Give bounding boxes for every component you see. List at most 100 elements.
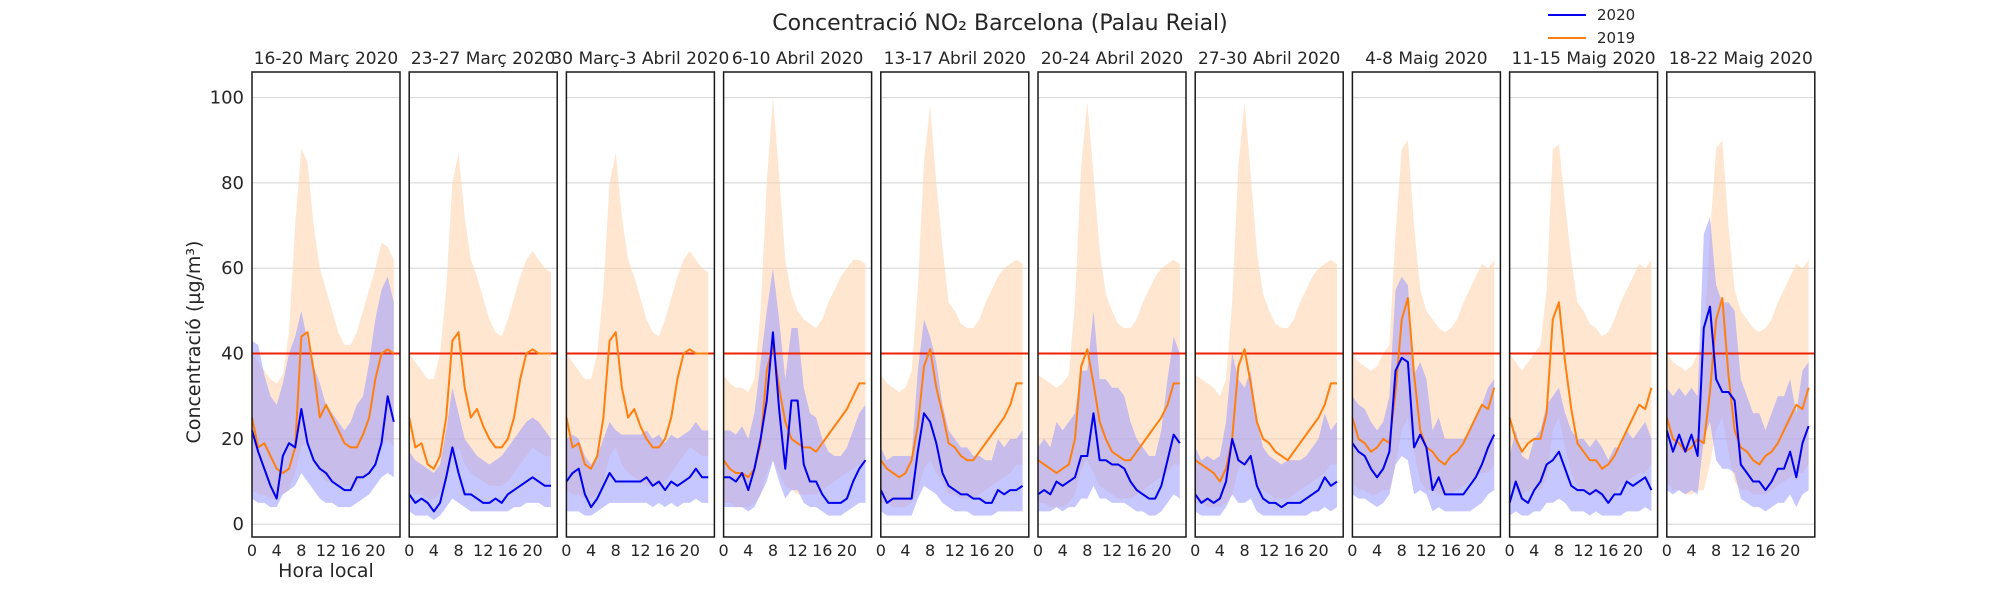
band-2020	[252, 276, 394, 508]
series-2020-line	[1508, 450, 1653, 504]
x-tick-label: 12	[1573, 541, 1593, 560]
x-tick-label: 4	[1529, 541, 1539, 560]
band-2019	[1038, 101, 1180, 508]
x-tick-label: 20	[1623, 541, 1643, 560]
x-tick-label: 12	[1259, 541, 1279, 560]
y-tick-label: 60	[221, 258, 244, 279]
x-tick-label: 16	[812, 541, 832, 560]
legend-label-2019: 2019	[1597, 29, 1635, 47]
x-tick-label: 16	[969, 541, 989, 560]
x-tick-label: 20	[994, 541, 1014, 560]
panel-2: 23-27 Març 2020 0 4 8 12 16 20	[404, 49, 558, 560]
x-tick-label: 16	[1598, 541, 1618, 560]
x-tick-label: 16	[340, 541, 360, 560]
panel-6: 20-24 Abril 2020 0 4 8 12 16 20	[1033, 49, 1187, 560]
x-tick-label: 8	[296, 541, 306, 560]
panel-title: 16-20 Març 2020	[254, 49, 399, 69]
band-2020	[1195, 353, 1338, 516]
series-2020-line	[408, 446, 552, 513]
panel-title: 11-15 Maig 2020	[1512, 49, 1656, 69]
x-tick-label: 12	[630, 541, 650, 560]
series-2020-line	[1037, 412, 1181, 500]
panel-frame	[408, 71, 558, 538]
y-tick-label: 100	[210, 88, 244, 109]
band-2020	[1038, 310, 1180, 516]
series-2020-line	[723, 331, 867, 504]
x-tick-label: 12	[316, 541, 336, 560]
band-2020	[566, 421, 709, 516]
panel-10: 18-22 Maig 2020 0 4 8 12 16 20	[1662, 49, 1816, 560]
panel-5: 13-17 Abril 2020 0 4 8 12 16 20	[876, 49, 1030, 560]
y-tick-label: 80	[221, 173, 244, 194]
panel-title: 30 Març-3 Abril 2020	[551, 49, 729, 69]
panel-frame	[722, 71, 873, 538]
x-tick-label: 12	[1731, 541, 1751, 560]
x-tick-label: 0	[1662, 541, 1672, 560]
x-tick-label: 12	[945, 541, 965, 560]
panel-frame	[1666, 71, 1816, 538]
x-tick-label: 4	[1058, 541, 1068, 560]
panel-frame	[251, 71, 401, 538]
x-tick-label: 8	[1554, 541, 1564, 560]
x-tick-label: 16	[655, 541, 675, 560]
x-tick-label: 4	[1372, 541, 1382, 560]
legend: 2020 2019	[1548, 6, 1635, 47]
x-tick-label: 4	[429, 541, 439, 560]
x-tick-label: 12	[787, 541, 807, 560]
panel-frame	[1037, 71, 1187, 538]
y-tick-label: 0	[233, 514, 244, 535]
y-tick-label: 20	[221, 429, 244, 450]
panel-title: 23-27 Març 2020	[411, 49, 556, 69]
panel-title: 20-24 Abril 2020	[1041, 49, 1183, 69]
x-tick-label: 20	[837, 541, 857, 560]
x-tick-label: 16	[498, 541, 518, 560]
x-tick-label: 0	[719, 541, 729, 560]
x-tick-label: 0	[561, 541, 571, 560]
x-tick-label: 20	[1466, 541, 1486, 560]
series-2020-line	[565, 467, 709, 509]
x-tick-label: 4	[1686, 541, 1696, 560]
x-tick-label: 20	[1308, 541, 1328, 560]
panel-title: 18-22 Maig 2020	[1669, 49, 1813, 69]
x-tick-label: 16	[1755, 541, 1775, 560]
x-tick-label: 20	[680, 541, 700, 560]
x-tick-label: 4	[743, 541, 753, 560]
x-tick-label: 16	[1441, 541, 1461, 560]
y-tick-label: 40	[221, 344, 244, 365]
series-2020-line	[1194, 437, 1338, 509]
panel-frame	[1508, 71, 1659, 538]
x-tick-label: 8	[1239, 541, 1249, 560]
series-2019-line	[879, 348, 1023, 479]
x-tick-label: 4	[1215, 541, 1225, 560]
panel-9: 11-15 Maig 2020 0 4 8 12 16 20	[1505, 49, 1659, 560]
series-2020-line	[879, 412, 1024, 504]
x-tick-label: 0	[1505, 541, 1515, 560]
panel-frame	[1351, 71, 1502, 538]
x-tick-label: 20	[1780, 541, 1800, 560]
series-2020-line	[1351, 356, 1496, 496]
x-tick-label: 8	[611, 541, 621, 560]
x-tick-label: 4	[272, 541, 282, 560]
x-tick-label: 8	[768, 541, 778, 560]
series-2020-line	[251, 395, 395, 500]
chart-title: Concentració NO₂ Barcelona (Palau Reial)	[772, 11, 1228, 36]
x-tick-label: 4	[586, 541, 596, 560]
x-tick-label: 8	[1397, 541, 1407, 560]
x-tick-label: 8	[925, 541, 935, 560]
x-tick-label: 20	[1151, 541, 1171, 560]
x-tick-label: 0	[1347, 541, 1357, 560]
x-tick-label: 8	[453, 541, 463, 560]
panel-8: 4-8 Maig 2020 0 4 8 12 16 20	[1347, 49, 1502, 560]
panel-7: 27-30 Abril 2020 0 4 8 12 16 20	[1190, 49, 1344, 560]
series-2019-line	[1194, 348, 1338, 483]
x-tick-label: 4	[900, 541, 910, 560]
x-tick-label: 20	[365, 541, 385, 560]
x-tick-label: 16	[1284, 541, 1304, 560]
x-axis-label: Hora local	[278, 560, 374, 582]
x-tick-label: 12	[1102, 541, 1122, 560]
series-2019-line	[251, 331, 395, 475]
panel-title: 27-30 Abril 2020	[1198, 49, 1340, 69]
